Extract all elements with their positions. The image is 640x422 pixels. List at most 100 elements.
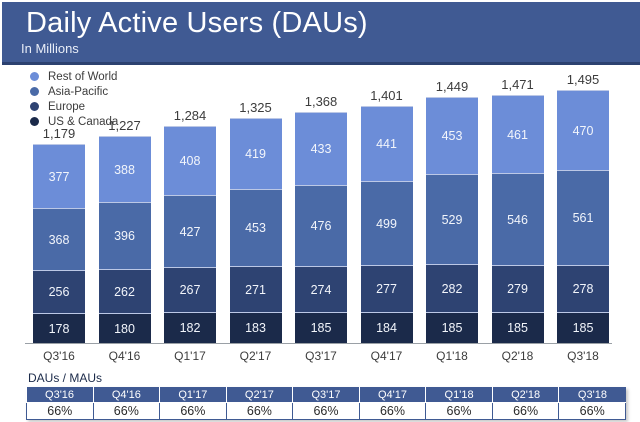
bar-segment-value: 185 bbox=[572, 321, 594, 335]
legend-item: Asia-Pacific bbox=[30, 84, 118, 99]
stacked-bar: 1,401 441 499 277 184 bbox=[360, 88, 413, 343]
bar-segment-value: 279 bbox=[507, 282, 528, 296]
bar-segment-value: 546 bbox=[507, 212, 528, 227]
ratio-table-header-cell: Q2'18 bbox=[491, 387, 560, 403]
bar-segment-value: 453 bbox=[441, 129, 463, 143]
ratio-table-value-cell: 66% bbox=[26, 402, 94, 420]
bar-segment: 185 bbox=[426, 312, 478, 343]
bar-segment-value: 185 bbox=[441, 321, 463, 335]
ratio-table-header-cell: Q4'17 bbox=[358, 387, 427, 403]
ratio-table-value-cell: 66% bbox=[491, 402, 560, 420]
bar-segment: 271 bbox=[229, 266, 282, 312]
bar-segment-value: 271 bbox=[245, 282, 266, 297]
legend-color-dot bbox=[30, 117, 39, 126]
stacked-bar: 1,325 419 453 271 183 bbox=[229, 100, 282, 343]
bar-segment-value: 278 bbox=[572, 282, 594, 296]
legend-item: US & Canada bbox=[30, 114, 118, 129]
bar-segment-value: 182 bbox=[179, 321, 201, 335]
bar-segment-value: 262 bbox=[114, 284, 135, 299]
x-axis-label: Q3'17 bbox=[305, 349, 337, 363]
bar-segment: 419 bbox=[229, 118, 282, 189]
bar-segment: 546 bbox=[491, 173, 544, 265]
legend-color-dot bbox=[30, 87, 39, 96]
ratio-table: Q3'16 Q4'16 Q1'17 Q2'17 Q3'17 Q4'17 Q1'18 Q2'18… bbox=[26, 387, 626, 420]
bar-segment: 185 bbox=[295, 312, 347, 343]
bar-segment: 427 bbox=[164, 195, 216, 267]
x-axis-label: Q1'18 bbox=[436, 349, 468, 363]
bar-segment: 433 bbox=[295, 112, 347, 185]
bar-segment-value: 277 bbox=[376, 282, 397, 296]
bar-segment: 453 bbox=[426, 97, 478, 174]
bar-segment: 476 bbox=[295, 185, 347, 266]
bar-segment-value: 388 bbox=[114, 162, 135, 177]
stacked-bar: 1,495 470 561 278 185 bbox=[557, 72, 609, 343]
chart-area: Rest of World Asia-Pacific Europe US & Cana… bbox=[0, 65, 640, 365]
bar-segment: 277 bbox=[360, 265, 413, 312]
bar-total-label: 1,471 bbox=[501, 77, 534, 92]
page-subtitle: In Millions bbox=[21, 41, 79, 56]
bar-segment: 185 bbox=[557, 312, 609, 343]
bar-segment-value: 453 bbox=[245, 221, 266, 235]
bar-segment-value: 183 bbox=[245, 321, 266, 335]
legend-item: Rest of World bbox=[30, 69, 118, 84]
ratio-table-header-cell: Q3'17 bbox=[292, 387, 360, 403]
bar-segment-value: 529 bbox=[441, 212, 463, 227]
stacked-bar: 1,471 461 546 279 185 bbox=[491, 77, 544, 343]
bar-total-label: 1,401 bbox=[370, 88, 403, 103]
bar-segment-value: 461 bbox=[507, 127, 528, 142]
x-axis-label: Q3'18 bbox=[567, 349, 599, 363]
x-axis-label: Q4'17 bbox=[370, 349, 403, 363]
bar-segment-value: 427 bbox=[179, 224, 201, 239]
ratio-table-value-cell: 66% bbox=[225, 402, 294, 420]
x-axis-line bbox=[25, 343, 612, 344]
stacked-bar: 1,179 377 368 256 178 bbox=[33, 126, 85, 343]
bar-segment-value: 499 bbox=[376, 216, 397, 231]
ratio-table-header-row: Q3'16 Q4'16 Q1'17 Q2'17 Q3'17 Q4'17 Q1'18 Q2'18… bbox=[26, 387, 626, 403]
chart-header: Daily Active Users (DAUs) In Millions bbox=[2, 2, 640, 65]
bar-segment: 182 bbox=[164, 312, 216, 343]
stacked-bar: 1,227 388 396 262 180 bbox=[98, 118, 151, 343]
bar-segment-value: 267 bbox=[179, 283, 201, 297]
bar-segment: 377 bbox=[33, 144, 85, 208]
x-axis-label: Q1'17 bbox=[174, 349, 206, 363]
bar-segment-value: 396 bbox=[114, 229, 135, 243]
ratio-section: DAUs / MAUs Q3'16 Q4'16 Q1'17 Q2'17 Q3'17 Q4'… bbox=[0, 365, 640, 420]
legend-item: Europe bbox=[30, 99, 118, 114]
ratio-table-value-cell: 66% bbox=[92, 402, 161, 420]
stacked-bar: 1,284 408 427 267 182 bbox=[164, 108, 216, 343]
bar-segment: 178 bbox=[33, 313, 85, 343]
bar-segment: 267 bbox=[164, 267, 216, 312]
bar-segment-value: 178 bbox=[48, 321, 70, 336]
bar-segment-value: 368 bbox=[48, 232, 70, 247]
bar-segment-value: 433 bbox=[310, 142, 332, 156]
chart-legend: Rest of World Asia-Pacific Europe US & Cana… bbox=[30, 69, 118, 129]
bar-segment: 180 bbox=[98, 313, 151, 343]
bar-segment-value: 274 bbox=[310, 282, 332, 297]
bar-segment: 185 bbox=[491, 312, 544, 343]
bar-segment-value: 470 bbox=[572, 123, 594, 138]
bar-segment-value: 184 bbox=[376, 321, 397, 335]
bar-total-label: 1,325 bbox=[239, 100, 272, 115]
bar-segment: 282 bbox=[426, 264, 478, 312]
stacked-bar: 1,449 453 529 282 185 bbox=[426, 79, 478, 343]
bar-segment: 278 bbox=[557, 265, 609, 312]
bar-segment-value: 561 bbox=[572, 211, 594, 225]
bar-total-label: 1,179 bbox=[42, 126, 76, 141]
bar-segment: 441 bbox=[360, 106, 413, 181]
bar-segment-value: 185 bbox=[310, 321, 332, 335]
ratio-table-value-row: 66% 66% 66% 66% 66% 66% 66% 66% 66% bbox=[26, 402, 626, 420]
bar-segment-value: 256 bbox=[48, 285, 70, 299]
x-axis-label: Q3'16 bbox=[43, 349, 75, 363]
ratio-table-value-cell: 66% bbox=[292, 402, 360, 420]
ratio-table-value-cell: 66% bbox=[425, 402, 493, 420]
bar-segment: 561 bbox=[557, 170, 609, 265]
ratio-table-header-cell: Q1'17 bbox=[159, 387, 227, 403]
bar-total-label: 1,227 bbox=[108, 118, 141, 133]
bar-segment: 184 bbox=[360, 312, 413, 343]
x-axis-label: Q2'18 bbox=[501, 349, 534, 363]
legend-color-dot bbox=[30, 102, 39, 111]
bar-segment-value: 185 bbox=[507, 321, 528, 335]
ratio-table-header-cell: Q3'18 bbox=[558, 387, 626, 403]
ratio-table-value-cell: 66% bbox=[358, 402, 427, 420]
